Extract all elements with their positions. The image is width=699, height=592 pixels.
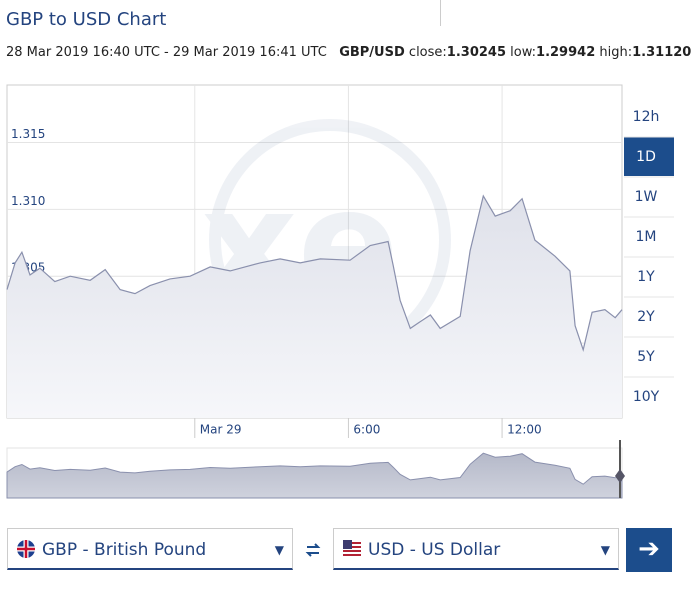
y-tick-label: 1.310 xyxy=(11,194,45,208)
x-tick-label: Mar 29 xyxy=(200,423,242,437)
stat-value: 1.30245 xyxy=(446,45,507,60)
caret: ▼ xyxy=(274,543,284,557)
y-tick-label: 1.315 xyxy=(11,127,45,141)
from-currency: GBP - British Pound xyxy=(42,540,207,560)
range-button[interactable] xyxy=(624,97,674,136)
convert-button[interactable]: ➔ xyxy=(626,528,672,572)
stat-value: 1.31120 xyxy=(632,45,692,60)
range-label: 1M xyxy=(636,229,657,245)
swap-icon[interactable] xyxy=(305,542,321,558)
caret: ▼ xyxy=(600,543,610,557)
range-button[interactable] xyxy=(624,377,674,416)
flag-us xyxy=(343,540,361,558)
divider xyxy=(440,0,441,26)
stat-label: low: xyxy=(510,45,537,60)
to-currency: USD - US Dollar xyxy=(368,540,501,560)
x-tick-label: 6:00 xyxy=(353,423,380,437)
range-label: 1W xyxy=(635,189,658,205)
range-label: 12h xyxy=(633,109,660,125)
subtitle-row: 28 Mar 2019 16:40 UTC - 29 Mar 2019 16:4… xyxy=(6,45,691,60)
chart-title: GBP to USD Chart xyxy=(6,9,167,30)
stats: close:1.30245 low:1.29942 high:1.31120 xyxy=(409,45,691,60)
subtitle: 28 Mar 2019 16:40 UTC - 29 Mar 2019 16:4… xyxy=(6,45,327,60)
flag-gb xyxy=(17,540,35,558)
range-label: 5Y xyxy=(637,349,655,365)
x-tick-label: 12:00 xyxy=(507,423,542,437)
from-select[interactable]: GBP - British Pound ▼ xyxy=(7,528,293,570)
to-select[interactable]: USD - US Dollar ▼ xyxy=(333,528,619,570)
range-label: 2Y xyxy=(637,309,655,325)
range-label: 1Y xyxy=(637,269,655,285)
range-button[interactable] xyxy=(624,137,674,176)
range-button[interactable] xyxy=(624,337,674,376)
stat-label: close: xyxy=(408,45,447,60)
pair: GBP/USD xyxy=(339,45,405,60)
navigator-area xyxy=(6,452,623,499)
stat-value: 1.29942 xyxy=(536,45,596,60)
navigator-grip xyxy=(615,469,625,483)
stat-label: high: xyxy=(599,45,633,60)
range-label: 1D xyxy=(636,149,656,165)
range-label: 10Y xyxy=(633,389,660,405)
area xyxy=(7,196,622,418)
range-button[interactable] xyxy=(624,257,674,296)
range-button[interactable] xyxy=(624,177,674,216)
range-button[interactable] xyxy=(624,297,674,336)
line xyxy=(6,194,623,352)
range-button[interactable] xyxy=(624,217,674,256)
